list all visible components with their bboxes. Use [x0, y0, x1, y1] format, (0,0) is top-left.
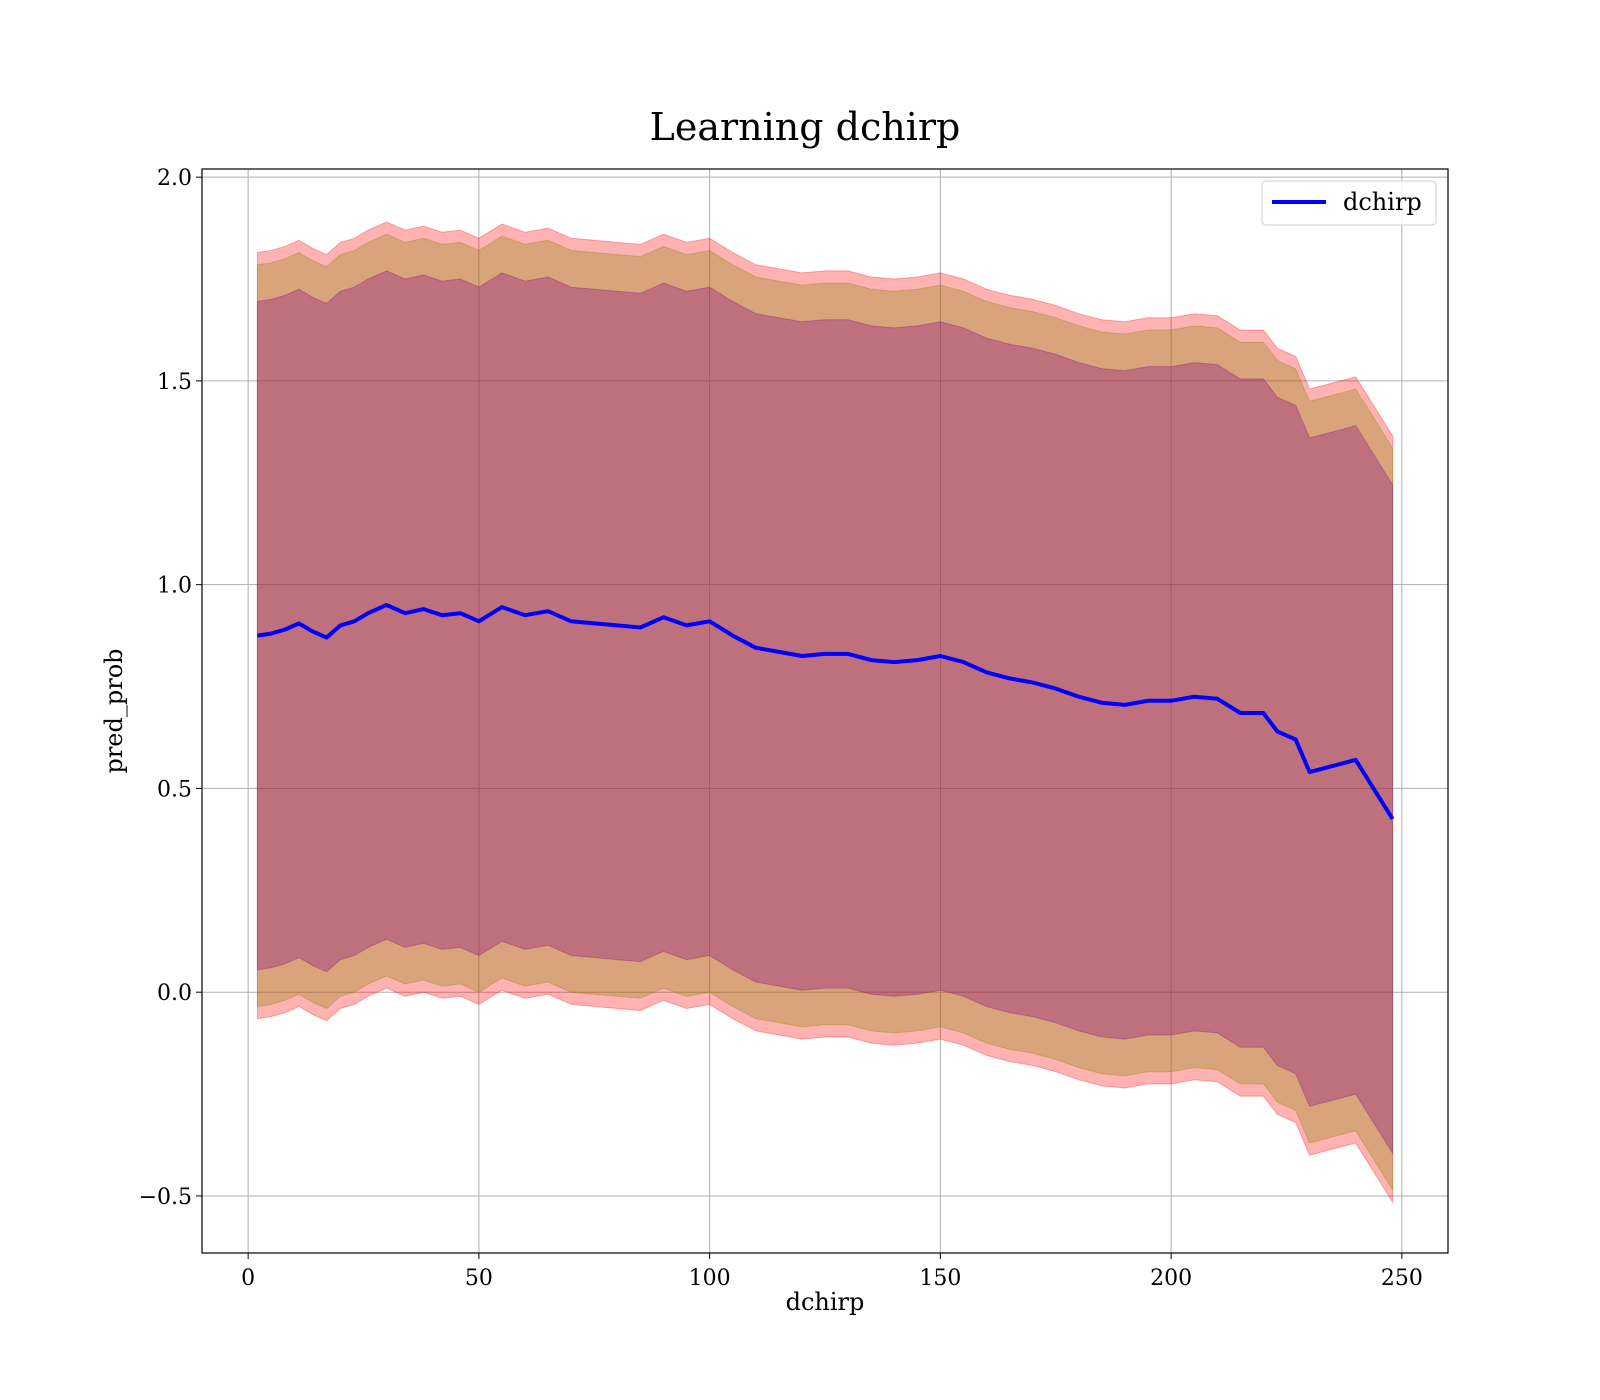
legend: dchirp [1261, 180, 1437, 226]
x-tick-label: 100 [689, 1266, 731, 1291]
x-tick-label: 0 [241, 1266, 255, 1291]
legend-label: dchirp [1343, 188, 1422, 216]
y-axis-label: pred_prob [100, 648, 128, 773]
plot-frame [201, 168, 1449, 1254]
x-ticks: 0 50 100 150 200 250 [241, 1253, 1423, 1291]
x-tick-label: 250 [1381, 1266, 1423, 1291]
series-lines [257, 603, 1395, 821]
band-inner [256, 270, 1394, 1155]
confidence-bands [256, 221, 1394, 1204]
grid [202, 169, 1448, 1253]
y-tick-label: 0.5 [157, 777, 192, 802]
series-line-dchirp [257, 603, 1395, 821]
x-axis-label: dchirp [786, 1288, 865, 1316]
legend-box [1261, 180, 1437, 226]
y-tick-label: 0.0 [157, 981, 192, 1006]
band-middle [256, 233, 1394, 1192]
y-tick-label: 1.5 [157, 370, 192, 395]
y-tick-label: −0.5 [139, 1185, 192, 1210]
x-tick-label: 50 [465, 1266, 493, 1291]
x-tick-label: 150 [919, 1266, 961, 1291]
chart-title: Learning dchirp [650, 105, 961, 149]
y-ticks: −0.5 0.0 0.5 1.0 1.5 2.0 [139, 166, 202, 1210]
band-outer [256, 221, 1394, 1204]
y-tick-label: 2.0 [157, 166, 192, 191]
x-tick-label: 200 [1150, 1266, 1192, 1291]
y-tick-label: 1.0 [157, 574, 192, 599]
